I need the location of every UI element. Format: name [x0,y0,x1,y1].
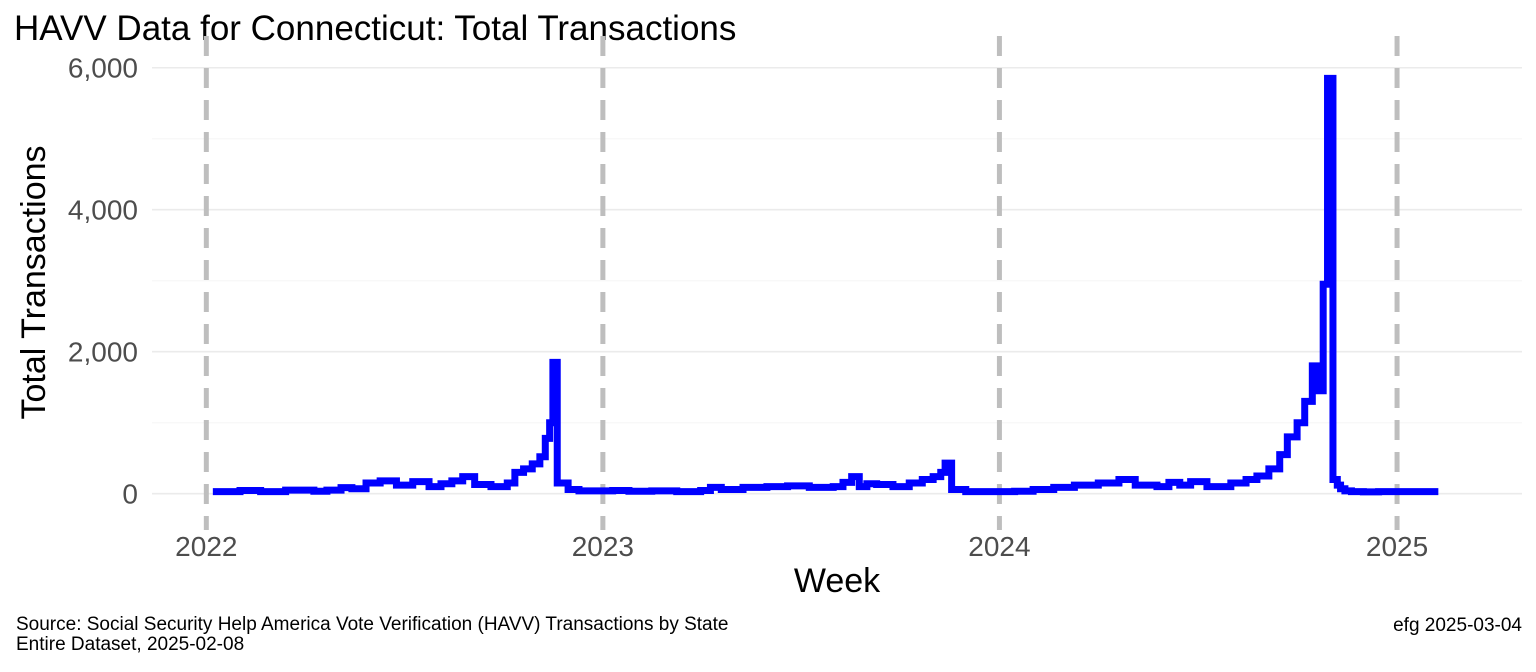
caption-source-line2: Entire Dataset, 2025-02-08 [16,634,245,655]
caption-source-line1: Source: Social Security Help America Vot… [16,614,729,635]
x-tick-label-1: 2023 [572,531,634,562]
x-tick-label-3: 2025 [1366,531,1428,562]
y-tick-label-1: 2,000 [68,337,138,368]
x-tick-label-0: 2022 [175,531,237,562]
y-tick-label-3: 6,000 [68,53,138,84]
x-tick-labels: 2022 2023 2024 2025 [175,531,1428,562]
y-axis-title: Total Transactions [15,145,53,419]
gridlines [152,66,1522,495]
series-line-0 [212,74,1439,496]
y-tick-label-0: 0 [122,479,138,510]
chart-title: HAVV Data for Connecticut: Total Transac… [14,9,737,48]
y-tick-labels: 0 2,000 4,000 6,000 [68,53,138,510]
year-reference-lines [203,36,1400,530]
y-tick-label-2: 4,000 [68,195,138,226]
series-layer [212,74,1439,496]
caption-source: Source: Social Security Help America Vot… [16,615,728,655]
caption-credit: efg 2025-03-04 [1393,615,1522,636]
x-tick-label-2: 2024 [968,531,1030,562]
x-axis-title: Week [794,562,881,600]
